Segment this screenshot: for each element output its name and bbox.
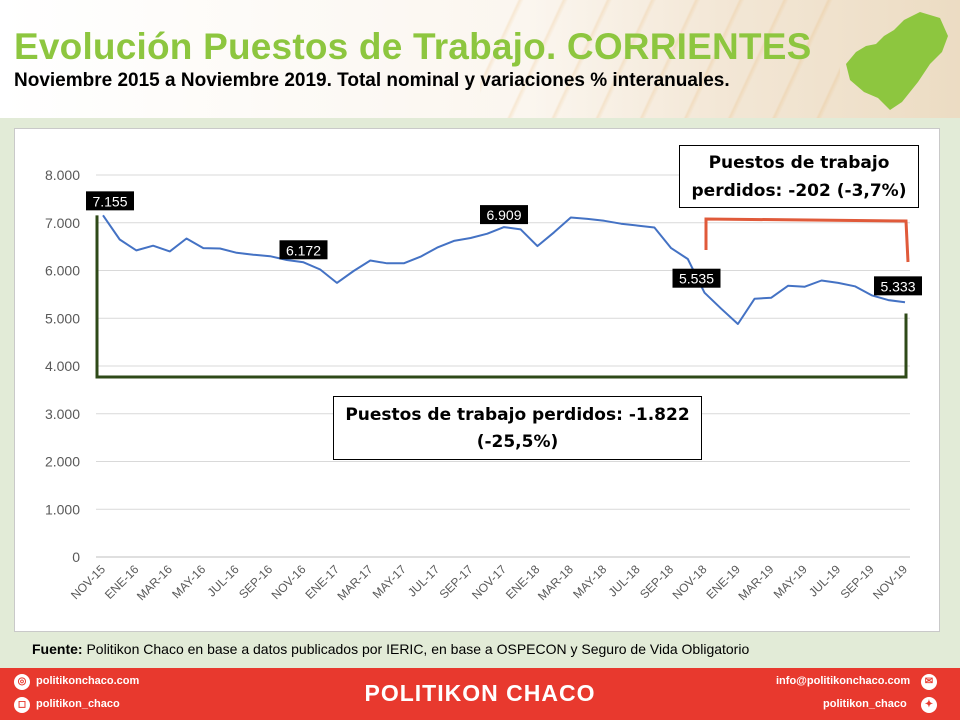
data-label-bg (874, 276, 922, 296)
y-tick-label: 8.000 (45, 167, 80, 183)
footer-brand: POLITIKON CHACO (364, 680, 596, 706)
twitter-icon: ✦ (921, 697, 937, 713)
y-tick-label: 0 (72, 549, 80, 565)
y-tick-label: 7.000 (45, 215, 80, 231)
y-tick-label: 5.000 (45, 310, 80, 326)
x-tick-label: JUL-17 (405, 562, 442, 599)
page-subtitle: Noviembre 2015 a Noviembre 2019. Total n… (14, 70, 730, 91)
data-label: 6.172 (286, 242, 321, 258)
data-label-bg (672, 268, 721, 288)
corrientes-map-icon (846, 12, 948, 110)
footer-instagram[interactable]: politikon_chaco (36, 698, 120, 710)
source-text: Politikon Chaco en base a datos publicad… (86, 641, 750, 657)
annotation-recent-loss: Puestos de trabajo perdidos: -202 (-3,7%… (679, 145, 919, 208)
footer-bar (0, 668, 960, 720)
x-tick-label: NOV-17 (469, 562, 509, 602)
header (0, 0, 960, 118)
source-label: Fuente: (32, 641, 83, 657)
x-tick-label: JUL-16 (205, 562, 242, 599)
x-tick-label: NOV-18 (670, 562, 710, 602)
x-tick-label: SEP-18 (637, 562, 676, 601)
data-label: 7.155 (92, 193, 127, 209)
data-label: 6.909 (486, 207, 521, 223)
x-tick-label: MAR-16 (134, 562, 175, 603)
footer-email[interactable]: info@politikonchaco.com (776, 675, 911, 687)
total-decline-bracket (95, 215, 908, 379)
x-tick-label: NOV-16 (269, 562, 309, 602)
data-label-bg (86, 191, 134, 211)
x-tick-label: MAR-18 (535, 562, 576, 603)
x-tick-label: MAY-18 (570, 562, 609, 601)
y-tick-label: 1.000 (45, 501, 80, 517)
x-tick-label: JUL-18 (606, 562, 643, 599)
x-tick-label: SEP-16 (236, 562, 275, 601)
instagram-icon: ◻ (14, 697, 30, 713)
x-tick-label: MAY-19 (771, 562, 810, 601)
y-tick-label: 6.000 (45, 263, 80, 279)
globe-icon: ◎ (14, 674, 30, 690)
x-tick-label: SEP-17 (437, 562, 476, 601)
series-line (102, 214, 906, 325)
x-tick-label: SEP-19 (838, 562, 877, 601)
chart-area (14, 128, 940, 632)
x-tick-label: MAR-19 (735, 562, 776, 603)
data-label-bg (480, 205, 528, 225)
data-label-bg (279, 240, 328, 260)
x-tick-label: NOV-19 (870, 562, 910, 602)
recent-decline-bracket (704, 217, 910, 263)
source-note: Fuente: Politikon Chaco en base a datos … (32, 641, 749, 657)
annotation-total-loss: Puestos de trabajo perdidos: -1.822 (-25… (333, 396, 702, 460)
footer-website[interactable]: politikonchaco.com (36, 675, 140, 687)
y-tick-label: 3.000 (45, 406, 80, 422)
x-tick-label: JUL-19 (806, 562, 843, 599)
mail-icon: ✉ (921, 674, 937, 690)
header-background-photo (480, 0, 840, 118)
x-tick-label: MAR-17 (334, 562, 375, 603)
page-title: Evolución Puestos de Trabajo. CORRIENTES (14, 26, 812, 67)
data-label: 5.333 (880, 278, 915, 294)
footer-twitter[interactable]: politikon_chaco (823, 698, 907, 710)
y-tick-label: 2.000 (45, 454, 80, 470)
x-tick-label: NOV-15 (68, 562, 108, 602)
x-tick-label: MAY-16 (169, 562, 208, 601)
y-tick-label: 4.000 (45, 358, 80, 374)
data-label: 5.535 (679, 271, 714, 287)
x-tick-label: MAY-17 (370, 562, 409, 601)
